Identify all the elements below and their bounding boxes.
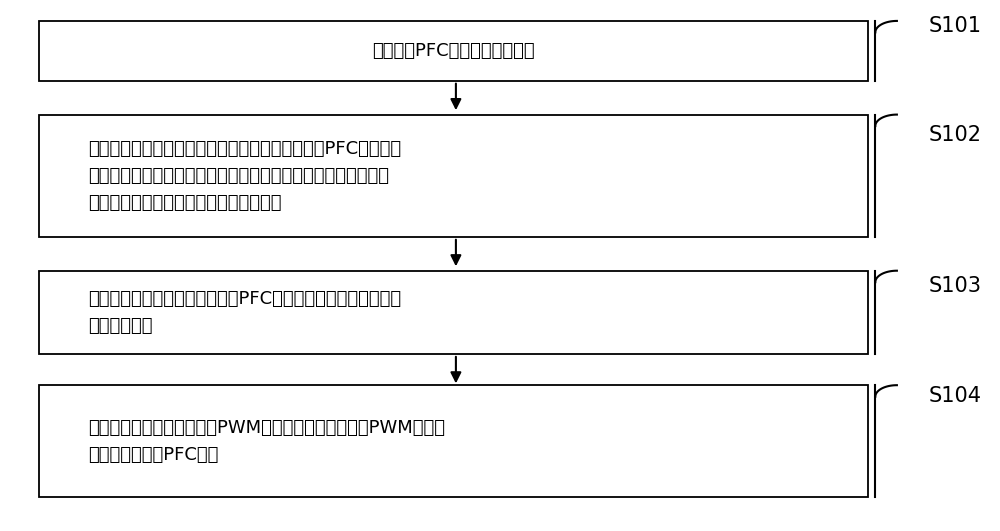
FancyBboxPatch shape [39,385,868,497]
Text: S101: S101 [928,16,981,36]
Text: 补偿主控信号在当前负载率下的电流谐波: 补偿主控信号在当前负载率下的电流谐波 [88,194,282,212]
Text: S103: S103 [928,276,981,296]
Text: S102: S102 [928,125,981,145]
Text: 前负载率下对应的目标补偿信号，其中，所述目标补偿信号用于: 前负载率下对应的目标补偿信号，其中，所述目标补偿信号用于 [88,167,389,185]
Text: 根据所述目标控制信号生成PWM控制信号；并根据所述PWM控制信: 根据所述目标控制信号生成PWM控制信号；并根据所述PWM控制信 [88,418,445,436]
Text: 获取目标PFC电路的当前负载率: 获取目标PFC电路的当前负载率 [372,42,535,60]
Text: 目标控制信号: 目标控制信号 [88,317,153,335]
FancyBboxPatch shape [39,271,868,354]
FancyBboxPatch shape [39,21,868,81]
Text: 基于负载率与补偿信号的对应关系，确定所述目标PFC电路在当: 基于负载率与补偿信号的对应关系，确定所述目标PFC电路在当 [88,140,402,158]
Text: 号控制所述目标PFC电路: 号控制所述目标PFC电路 [88,446,219,464]
Text: 将所述目标补偿信号与所述目标PFC电路的主控信号叠加，得到: 将所述目标补偿信号与所述目标PFC电路的主控信号叠加，得到 [88,290,402,308]
Text: S104: S104 [928,386,981,406]
FancyBboxPatch shape [39,115,868,237]
